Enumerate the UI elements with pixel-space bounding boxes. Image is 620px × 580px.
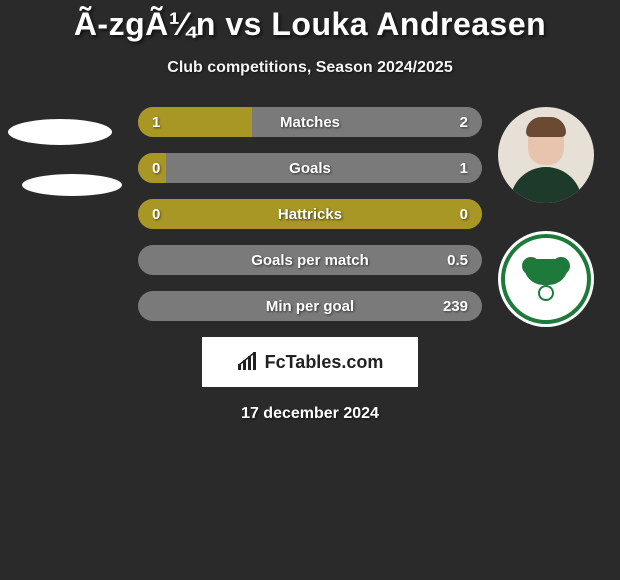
badge-eagle-icon bbox=[524, 259, 568, 285]
stat-bars: 1Matches20Goals10Hattricks0Goals per mat… bbox=[138, 107, 482, 321]
stat-row: 0Goals1 bbox=[138, 153, 482, 183]
stat-label: Matches bbox=[138, 114, 482, 131]
left-placeholder-shape-2 bbox=[22, 174, 122, 196]
date-label: 17 december 2024 bbox=[0, 405, 620, 423]
stat-value-right: 239 bbox=[443, 298, 468, 315]
stat-row: 0Hattricks0 bbox=[138, 199, 482, 229]
subtitle: Club competitions, Season 2024/2025 bbox=[0, 59, 620, 77]
stat-row: Min per goal239 bbox=[138, 291, 482, 321]
right-player-column bbox=[498, 107, 598, 327]
right-player-avatar bbox=[498, 107, 594, 203]
stat-row: Goals per match0.5 bbox=[138, 245, 482, 275]
badge-inner bbox=[516, 253, 576, 303]
content-area: 1Matches20Goals10Hattricks0Goals per mat… bbox=[0, 107, 620, 321]
stat-value-right: 2 bbox=[460, 114, 468, 131]
stat-value-right: 0 bbox=[460, 206, 468, 223]
stat-row: 1Matches2 bbox=[138, 107, 482, 137]
brand-text: FcTables.com bbox=[265, 352, 384, 373]
right-club-badge bbox=[498, 231, 594, 327]
brand-box[interactable]: FcTables.com bbox=[202, 337, 418, 387]
stat-label: Goals bbox=[138, 160, 482, 177]
stat-label: Hattricks bbox=[138, 206, 482, 223]
stat-value-right: 1 bbox=[460, 160, 468, 177]
stat-label: Goals per match bbox=[138, 252, 482, 269]
avatar-hair bbox=[526, 117, 566, 137]
brand-chart-icon bbox=[237, 352, 259, 372]
badge-ball-icon bbox=[538, 285, 554, 301]
comparison-widget: Ã-zgÃ¼n vs Louka Andreasen Club competit… bbox=[0, 0, 620, 423]
stat-label: Min per goal bbox=[138, 298, 482, 315]
page-title: Ã-zgÃ¼n vs Louka Andreasen bbox=[0, 0, 620, 43]
stat-value-right: 0.5 bbox=[447, 252, 468, 269]
left-placeholder-shape-1 bbox=[8, 119, 112, 145]
avatar-shoulders bbox=[510, 167, 582, 203]
